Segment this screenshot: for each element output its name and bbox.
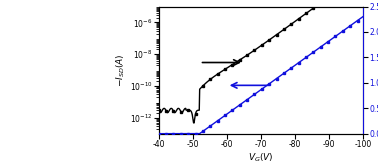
- Y-axis label: $-I_{SD}(A)$: $-I_{SD}(A)$: [115, 53, 127, 87]
- X-axis label: $V_G(V)$: $V_G(V)$: [248, 152, 274, 163]
